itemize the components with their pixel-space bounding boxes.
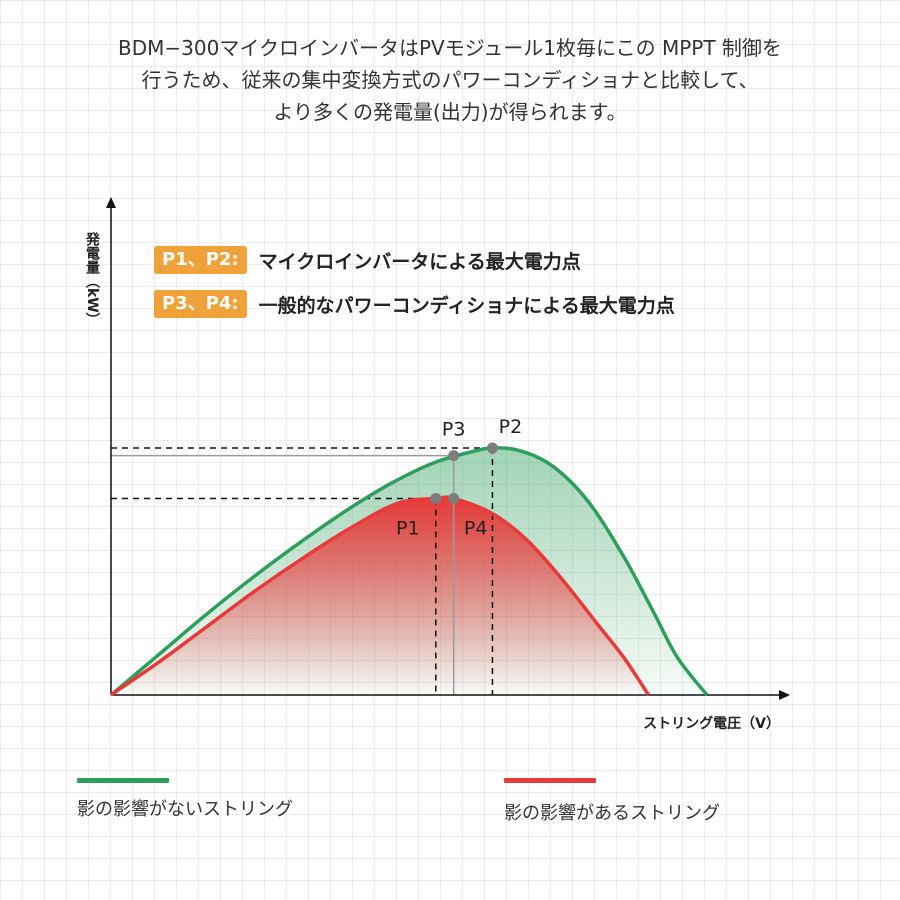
note-tag-p1-p2: P1、P2: [154,246,247,274]
headline-line-3: より多くの発電量(出力)が得られます。 [273,100,627,124]
note-text-p1-p2: マイクロインバータによる最大電力点 [258,250,581,273]
point-label-p3: P3 [442,419,466,441]
y-axis-label: 発電量（kW） [84,232,100,327]
point-p4 [448,492,460,504]
point-label-p4: P4 [464,517,488,539]
legend-item-no-shade: 影の影響がないストリング [77,778,293,821]
headline-line-2: 行うため、従来の集中変換方式のパワーコンディショナと比較して、 [141,68,759,92]
headline-line-1: BDM−300マイクロインバータはPVモジュール1枚毎にこの MPPT 制御を [118,36,782,60]
area-fill-shaded [111,497,649,695]
legend-swatch-red [504,778,596,783]
legend-swatch-green [77,778,169,783]
point-label-p1: P1 [396,517,420,539]
note-p1-p2: P1、P2: マイクロインバータによる最大電力点 [154,246,581,274]
series-line-no-shade [109,446,709,697]
legend-label-no-shade: 影の影響がないストリング [77,799,293,820]
point-label-p2: P2 [499,416,523,438]
legend-item-shaded: 影の影響があるストリング [504,778,720,825]
chart-axes [106,197,790,700]
legend-label-shaded: 影の影響があるストリング [504,803,720,824]
note-text-p3-p4: 一般的なパワーコンディショナによる最大電力点 [258,294,675,317]
note-p3-p4: P3、P4: 一般的なパワーコンディショナによる最大電力点 [154,290,675,318]
x-axis-label: ストリング電圧（V） [643,716,780,732]
point-p2 [486,442,498,454]
headline: BDM−300マイクロインバータはPVモジュール1枚毎にこの MPPT 制御を … [20,32,880,128]
y-axis-arrow [106,197,116,208]
x-axis-arrow [779,690,790,700]
note-tag-p3-p4: P3、P4: [154,290,247,318]
point-p1 [430,492,442,504]
point-p3 [448,450,460,462]
